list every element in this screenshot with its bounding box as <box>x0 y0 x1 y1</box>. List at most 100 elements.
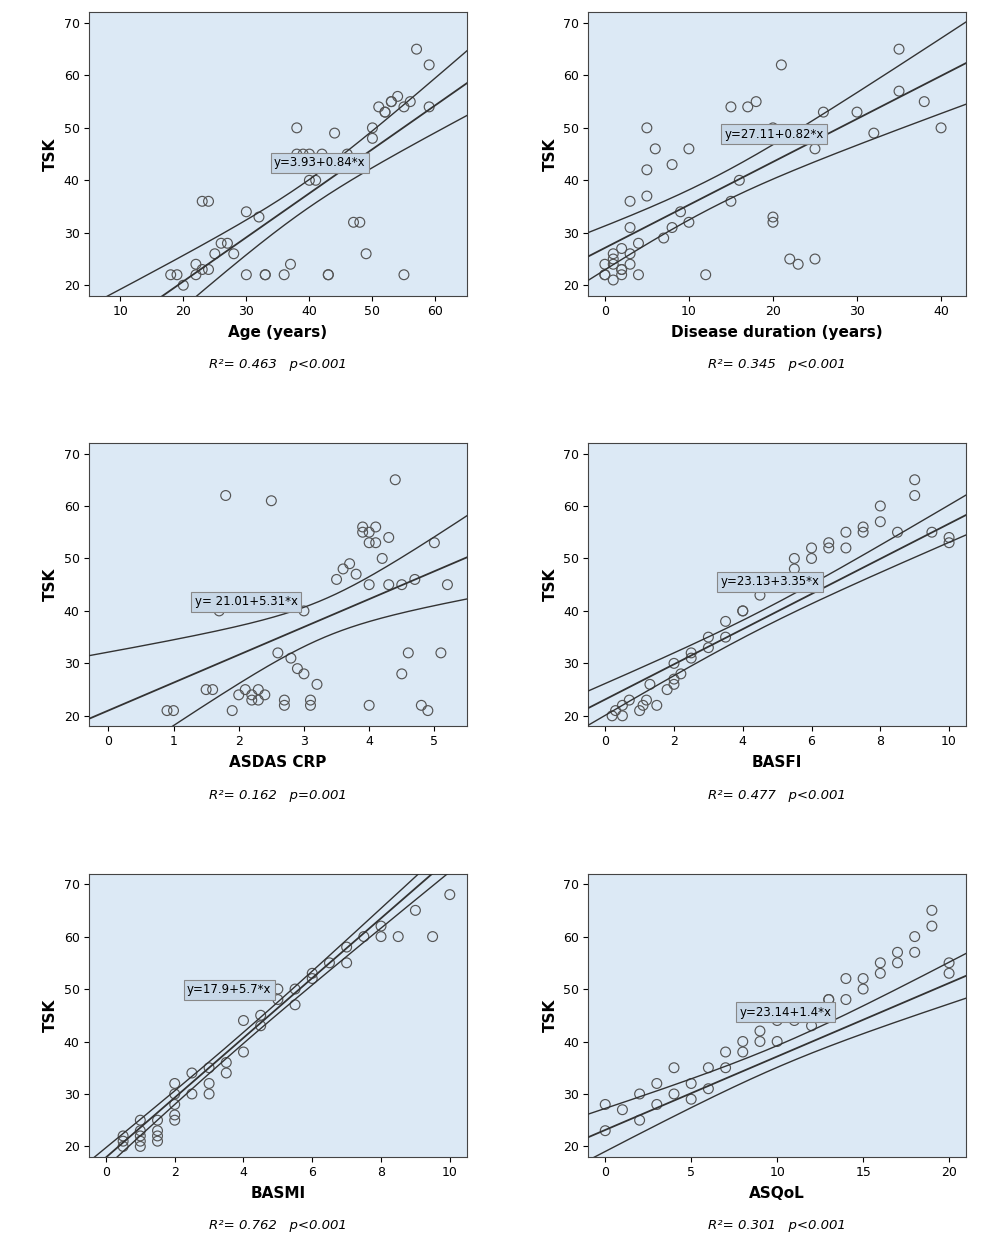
Point <box>683 648 699 668</box>
Point <box>176 275 191 295</box>
Point <box>639 690 655 710</box>
Point <box>225 700 241 720</box>
Point <box>211 601 227 621</box>
Point <box>339 953 355 973</box>
Point <box>188 265 204 285</box>
Point <box>276 695 292 715</box>
Point <box>218 485 234 505</box>
Point <box>752 1031 768 1051</box>
Point <box>804 1000 819 1020</box>
Point <box>396 97 412 117</box>
Point <box>632 700 648 720</box>
Point <box>321 953 337 973</box>
Point <box>838 522 854 542</box>
Point <box>667 1084 682 1103</box>
Point <box>378 102 393 122</box>
Point <box>276 265 292 285</box>
Point <box>769 575 785 595</box>
Point <box>287 995 303 1015</box>
Point <box>393 664 409 684</box>
Point <box>942 953 957 973</box>
Point <box>201 1074 217 1093</box>
Point <box>387 470 403 490</box>
Point <box>756 128 772 148</box>
Point <box>236 1042 251 1062</box>
Point <box>188 254 204 274</box>
Point <box>167 1110 182 1130</box>
Point <box>735 1031 750 1051</box>
Point <box>283 648 299 668</box>
Point <box>115 1126 131 1146</box>
Point <box>639 160 655 180</box>
Point <box>804 1016 819 1036</box>
Point <box>335 559 351 578</box>
Point <box>752 575 768 595</box>
Point <box>238 679 253 699</box>
Point <box>361 575 377 595</box>
Point <box>821 532 837 552</box>
Point <box>622 192 638 211</box>
Point <box>916 92 932 112</box>
Point <box>408 40 424 60</box>
Point <box>732 170 747 190</box>
Point <box>614 695 630 715</box>
Point <box>649 1095 665 1115</box>
Point <box>613 260 629 280</box>
Point <box>328 570 344 590</box>
Point <box>132 1131 148 1151</box>
Point <box>358 244 374 264</box>
Point <box>442 884 458 904</box>
Point <box>787 559 803 578</box>
Point <box>924 901 940 921</box>
Y-axis label: TSK: TSK <box>43 137 58 170</box>
Point <box>257 265 273 285</box>
Point <box>348 565 364 585</box>
Point <box>942 532 957 552</box>
Point <box>375 549 390 569</box>
Point <box>613 260 629 280</box>
Point <box>276 690 292 710</box>
Point <box>290 658 306 678</box>
Point <box>378 102 393 122</box>
Point <box>598 1095 613 1115</box>
Point <box>132 1121 148 1141</box>
Point <box>873 953 888 973</box>
Point <box>339 144 355 164</box>
Point <box>821 989 837 1009</box>
Point <box>368 532 384 552</box>
Point <box>933 118 949 138</box>
Point <box>295 144 311 164</box>
Point <box>769 1031 785 1051</box>
Point <box>642 674 658 694</box>
Point <box>700 638 716 658</box>
Point <box>889 953 905 973</box>
Text: y=17.9+5.7*x: y=17.9+5.7*x <box>187 983 271 996</box>
Point <box>752 1021 768 1041</box>
Point <box>402 92 418 112</box>
Point <box>220 234 236 254</box>
Point <box>622 254 638 274</box>
Y-axis label: TSK: TSK <box>542 999 557 1033</box>
Point <box>250 690 266 710</box>
Point <box>735 601 750 621</box>
Text: y=23.13+3.35*x: y=23.13+3.35*x <box>721 575 819 588</box>
Point <box>218 1064 234 1084</box>
Point <box>166 700 181 720</box>
Point <box>381 527 396 547</box>
Point <box>251 207 267 226</box>
Point <box>838 969 854 989</box>
Y-axis label: TSK: TSK <box>542 137 557 170</box>
Point <box>718 612 734 632</box>
Point <box>283 254 299 274</box>
Point <box>200 192 216 211</box>
Point <box>159 700 175 720</box>
Point <box>683 643 699 663</box>
Point <box>132 1126 148 1146</box>
Point <box>605 254 621 274</box>
Point <box>907 927 923 947</box>
Point <box>167 1095 182 1115</box>
Point <box>698 265 714 285</box>
Y-axis label: TSK: TSK <box>43 569 58 601</box>
Point <box>765 213 781 233</box>
Point <box>302 144 317 164</box>
